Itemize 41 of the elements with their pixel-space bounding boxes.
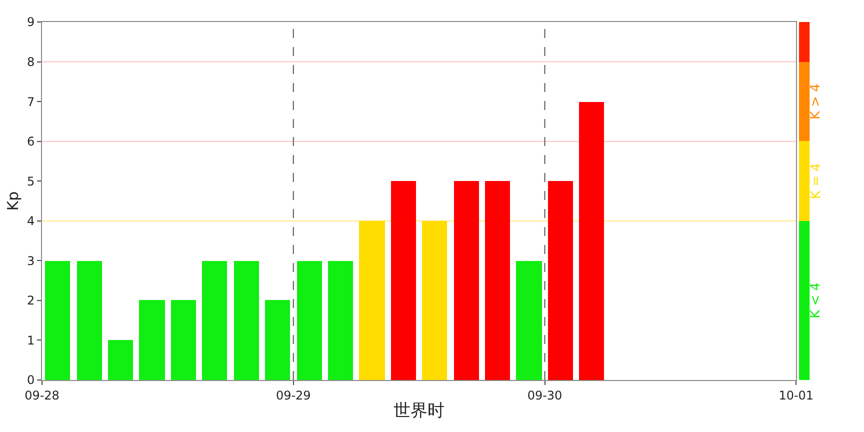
y-tick-label: 2	[26, 294, 35, 308]
text: K > 4	[808, 84, 824, 120]
bar	[548, 181, 573, 380]
bar	[798, 62, 810, 141]
bar	[45, 261, 70, 380]
x-axis-title: 世界时	[394, 400, 445, 421]
bar	[265, 300, 290, 380]
text: K = 4	[808, 163, 824, 200]
y-tick-label: 9	[26, 15, 35, 30]
bar	[579, 102, 604, 380]
y-tick-label: 5	[26, 174, 35, 188]
text: K < 4	[808, 282, 824, 318]
bar	[234, 261, 259, 380]
bar	[485, 181, 510, 380]
x-tick-label: 10-01	[778, 388, 814, 402]
bar	[359, 221, 385, 380]
bar	[798, 141, 810, 221]
y-tick-label: 6	[26, 134, 35, 149]
x-tick-label: 09-30	[527, 388, 562, 402]
bar	[202, 261, 227, 380]
bar	[798, 22, 810, 62]
bar	[422, 221, 447, 380]
bar	[77, 261, 102, 380]
bar	[297, 261, 322, 380]
y-tick-label: 8	[26, 54, 35, 69]
bar	[798, 221, 810, 380]
y-axis-title: Kp	[4, 191, 22, 211]
bar	[516, 261, 542, 380]
y-tick-label: 4	[26, 214, 35, 228]
bar	[391, 181, 416, 380]
x-tick-label: 09-29	[276, 388, 311, 402]
x-tick-label: 09-28	[24, 388, 60, 402]
y-tick-label: 7	[26, 94, 35, 109]
bar	[108, 340, 133, 380]
y-tick-label: 1	[26, 333, 35, 348]
bar	[454, 181, 479, 380]
y-tick-label: 3	[26, 254, 35, 268]
bar	[139, 300, 165, 380]
bar	[171, 300, 196, 380]
bar	[328, 261, 353, 380]
y-tick-label: 0	[26, 373, 35, 388]
